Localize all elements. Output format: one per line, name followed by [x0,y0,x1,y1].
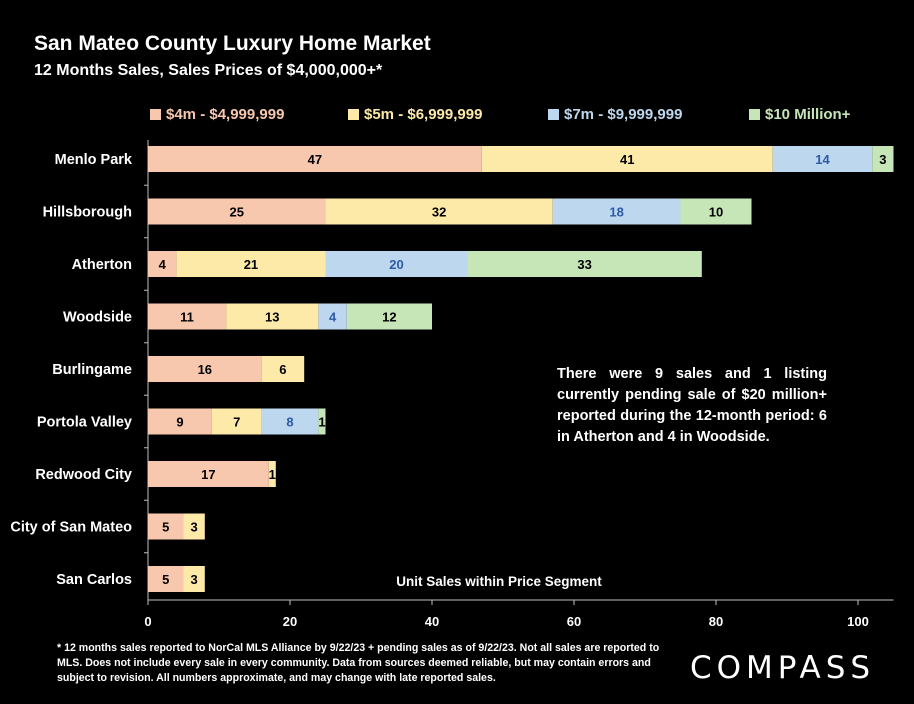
bar-woodside-series-0 [148,303,227,330]
annotation-text: There were 9 sales and 1 listing current… [557,366,827,445]
legend-item-7m: $7m - $9,999,999 [548,106,682,123]
x-tick-label-40: 40 [425,614,439,629]
category-label-menlo-park: Menlo Park [55,152,133,168]
category-label-hillsborough: Hillsborough [43,205,132,221]
bar-menlo-park-series-0 [148,146,482,172]
legend-swatch-5m [348,109,359,120]
x-tick-label-0: 0 [144,614,151,629]
data-label-atherton-series-3: 33 [577,257,591,272]
category-label-burlingame: Burlingame [52,362,132,378]
data-label-atherton-series-2: 20 [389,257,403,272]
data-label-redwood-city-series-1: 1 [269,467,276,482]
x-tick-label-20: 20 [283,614,297,629]
chart-legend: $4m - $4,999,999 $5m - $6,999,999 $7m - … [0,106,914,128]
bar-redwood-city-series-1 [268,461,276,487]
chart-title: San Mateo County Luxury Home Market [34,32,431,55]
bar-hillsborough-series-1 [325,198,553,225]
legend-label-7m: $7m - $9,999,999 [564,106,683,123]
bar-redwood-city-series-0 [148,461,269,487]
category-label-atherton: Atherton [72,257,132,273]
data-label-portola-valley-series-1: 7 [233,415,240,430]
legend-label-5m: $5m - $6,999,999 [364,106,483,123]
x-axis-title: Unit Sales within Price Segment [396,574,602,589]
bar-city-of-san-mateo-series-0 [148,513,184,540]
legend-swatch-4m [150,109,161,120]
bar-burlingame-series-0 [148,356,262,382]
legend-item-5m: $5m - $6,999,999 [348,106,482,123]
data-label-burlingame-series-0: 16 [198,362,212,377]
data-label-menlo-park-series-1: 41 [620,152,634,167]
footnote: * 12 months sales reported to NorCal MLS… [57,642,660,684]
data-label-burlingame-series-1: 6 [279,362,286,377]
bar-menlo-park-series-1 [481,146,773,172]
x-tick-label-100: 100 [847,614,869,629]
legend-label-10m: $10 Million+ [765,106,851,123]
bar-city-of-san-mateo-series-1 [183,513,205,540]
legend-swatch-10m [749,109,760,120]
bar-atherton-series-3 [467,251,702,277]
bar-san-carlos-series-1 [183,566,205,592]
bar-atherton-series-0 [148,251,177,277]
category-label-redwood-city: Redwood City [35,467,132,483]
compass-logo: COMPASS [690,650,876,686]
data-label-hillsborough-series-2: 18 [609,205,623,220]
data-label-redwood-city-series-0: 17 [201,467,215,482]
data-label-san-carlos-series-1: 3 [191,572,198,587]
x-tick-label-80: 80 [709,614,723,629]
data-label-woodside-series-3: 12 [382,310,396,325]
data-label-hillsborough-series-1: 32 [432,205,446,220]
bar-portola-valley-series-1 [211,408,262,435]
data-label-atherton-series-0: 4 [159,257,167,272]
data-label-menlo-park-series-0: 47 [308,152,322,167]
bar-woodside-series-3 [346,303,432,330]
data-label-hillsborough-series-3: 10 [709,205,723,220]
bar-atherton-series-1 [176,251,326,277]
bar-portola-valley-series-0 [148,408,212,435]
bar-san-carlos-series-0 [148,566,184,592]
bar-atherton-series-2 [325,251,468,277]
data-label-woodside-series-2: 4 [329,310,337,325]
bar-menlo-park-series-2 [772,146,873,172]
data-label-portola-valley-series-2: 8 [286,415,293,430]
bar-burlingame-series-1 [261,356,305,382]
bar-hillsborough-series-0 [148,198,326,225]
data-label-city-of-san-mateo-series-1: 3 [191,520,198,535]
legend-label-4m: $4m - $4,999,999 [166,106,285,123]
legend-swatch-7m [548,109,559,120]
bar-portola-valley-series-3 [318,408,326,435]
bar-menlo-park-series-3 [872,146,894,172]
bar-hillsborough-series-2 [552,198,681,225]
bar-hillsborough-series-3 [680,198,752,225]
bar-woodside-series-2 [318,303,347,330]
data-label-woodside-series-1: 13 [265,310,279,325]
x-tick-label-60: 60 [567,614,581,629]
chart-subtitle: 12 Months Sales, Sales Prices of $4,000,… [34,62,383,79]
data-label-menlo-park-series-2: 14 [815,152,830,167]
category-label-san-carlos: San Carlos [56,572,132,588]
data-label-atherton-series-1: 21 [244,257,258,272]
legend-item-4m: $4m - $4,999,999 [150,106,284,123]
bar-portola-valley-series-2 [261,408,319,435]
data-label-city-of-san-mateo-series-0: 5 [162,520,169,535]
data-label-portola-valley-series-0: 9 [176,415,183,430]
bar-woodside-series-1 [226,303,319,330]
data-label-portola-valley-series-3: 1 [318,415,325,430]
data-label-san-carlos-series-0: 5 [162,572,169,587]
category-label-portola-valley: Portola Valley [37,415,132,431]
category-label-woodside: Woodside [63,310,132,326]
data-label-menlo-park-series-3: 3 [879,152,886,167]
data-label-woodside-series-0: 11 [180,310,194,325]
data-label-hillsborough-series-0: 25 [230,205,244,220]
legend-item-10m: $10 Million+ [749,106,850,123]
category-label-city-of-san-mateo: City of San Mateo [10,520,132,536]
